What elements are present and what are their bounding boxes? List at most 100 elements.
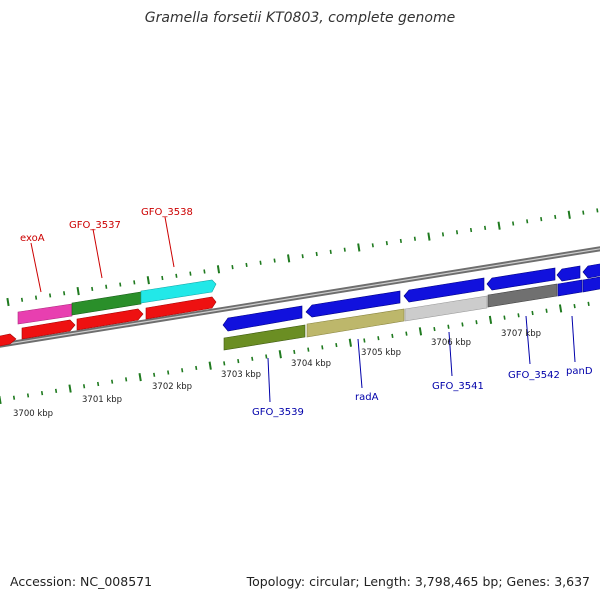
scale-tick-lower: [587, 301, 590, 306]
scale-tick-lower: [278, 350, 282, 359]
scale-tick-lower: [545, 308, 548, 313]
scale-tick-lower: [223, 361, 226, 366]
kbp-label: 3701 kbp: [82, 395, 122, 405]
scale-tick-lower: [335, 342, 338, 348]
gene-label-radA: radA: [355, 392, 379, 403]
gene-gfo-3537[interactable]: [76, 308, 144, 331]
scale-tick-lower: [558, 304, 563, 313]
scale-tick-lower: [26, 393, 30, 398]
scale-tick-upper: [483, 225, 487, 230]
gene-label-gfo-3537: GFO_3537: [69, 220, 121, 231]
scale-tick-upper: [105, 284, 108, 289]
scale-tick-upper: [357, 243, 361, 252]
scale-tick-lower: [433, 326, 436, 332]
scale-tick-lower: [363, 338, 366, 343]
kbp-label: 3703 kbp: [221, 370, 261, 380]
scale-tick-lower: [307, 347, 310, 352]
gene-gfo-3539-cog[interactable]: [223, 324, 306, 351]
scale-tick-upper: [413, 236, 417, 241]
scale-tick-upper: [301, 254, 304, 259]
scale-tick-lower: [293, 349, 296, 355]
gene-gfo-3542[interactable]: [486, 267, 556, 291]
accession-text: Accession: NC_008571: [10, 574, 153, 589]
scale-tick-lower: [0, 395, 2, 405]
scale-tick-upper: [245, 262, 248, 268]
gene-gfo-3537-outer[interactable]: [71, 291, 142, 316]
scale-tick-lower: [461, 322, 464, 327]
gene-blue-edge[interactable]: [582, 263, 600, 279]
gene-pand-upper[interactable]: [556, 265, 581, 282]
scale-tick-lower: [391, 333, 394, 339]
kbp-label: 3706 kbp: [431, 338, 471, 348]
scale-tick-lower: [265, 354, 268, 359]
gene-gfo-3538-outer[interactable]: [140, 279, 217, 304]
scale-tick-lower: [68, 384, 72, 393]
gene-exoA[interactable]: [21, 319, 76, 340]
scale-tick-lower: [488, 315, 493, 324]
scale-tick-upper: [231, 265, 234, 270]
gene-red-0[interactable]: [0, 333, 17, 347]
gene-label-gfo-3541: GFO_3541: [432, 381, 484, 392]
gene-pand[interactable]: [557, 279, 583, 297]
scale-tick-lower: [167, 370, 170, 375]
gene-label-gfo-3538: GFO_3538: [141, 207, 193, 218]
scale-tick-lower: [195, 365, 198, 371]
scale-tick-upper: [582, 210, 585, 215]
scale-tick-lower: [111, 379, 114, 384]
gene-exoA-outer[interactable]: [17, 303, 73, 325]
scale-tick-upper: [441, 232, 445, 237]
gene-gfo-3542-cog[interactable]: [487, 283, 558, 308]
gene-gfo-3538[interactable]: [145, 296, 217, 320]
gene-gfo-3541-cog[interactable]: [404, 295, 488, 322]
lower-tick-marks: [0, 301, 590, 405]
gene-radA[interactable]: [305, 290, 401, 318]
scale-tick-lower: [405, 331, 408, 336]
scale-tick-upper: [343, 247, 346, 252]
gene-blue-edge-cog[interactable]: [582, 276, 600, 293]
scale-tick-upper: [427, 232, 431, 241]
scale-tick-upper: [329, 249, 332, 254]
scale-tick-lower: [475, 320, 478, 325]
scale-tick-upper: [216, 265, 221, 274]
gene-gfo-3541[interactable]: [403, 277, 485, 303]
scale-tick-lower: [531, 310, 534, 316]
scale-tick-lower: [503, 315, 506, 320]
scale-tick-upper: [20, 297, 24, 302]
scale-tick-lower: [96, 381, 100, 387]
scale-tick-lower: [251, 356, 254, 361]
gene-gfo-3539[interactable]: [222, 305, 303, 332]
scale-tick-upper: [596, 208, 599, 213]
gene-radA-cog[interactable]: [306, 308, 405, 338]
scale-tick-lower: [181, 368, 184, 373]
scale-tick-lower: [517, 313, 520, 318]
scale-tick-upper: [469, 227, 473, 233]
scale-tick-upper: [203, 269, 206, 274]
scale-tick-lower: [40, 391, 44, 396]
scale-tick-lower: [418, 327, 423, 336]
scale-tick-lower: [447, 324, 450, 329]
scale-tick-lower: [237, 358, 240, 364]
scale-tick-upper: [385, 241, 388, 246]
scale-tick-lower: [153, 372, 156, 377]
scale-tick-upper: [259, 260, 262, 265]
scale-tick-upper: [76, 286, 80, 296]
scale-tick-upper: [133, 280, 136, 285]
scale-tick-upper: [540, 217, 543, 222]
scale-tick-lower: [125, 377, 128, 382]
scale-tick-upper: [315, 251, 318, 257]
kbp-label: 3702 kbp: [152, 382, 192, 392]
scale-tick-upper: [497, 221, 501, 230]
gene-label-gfo-3539: GFO_3539: [252, 407, 304, 418]
scale-tick-lower: [573, 304, 576, 309]
gene-label-gfo-3542: GFO_3542: [508, 370, 560, 381]
kbp-label: 3707 kbp: [501, 329, 541, 339]
scale-tick-lower: [138, 373, 142, 382]
scale-tick-upper: [287, 254, 291, 263]
scale-tick-upper: [554, 214, 557, 220]
scale-tick-lower: [82, 384, 86, 389]
scale-tick-upper: [189, 271, 192, 276]
scale-tick-upper: [146, 276, 150, 285]
scale-tick-upper: [6, 297, 10, 307]
gene-label-exoA: exoA: [20, 233, 45, 244]
